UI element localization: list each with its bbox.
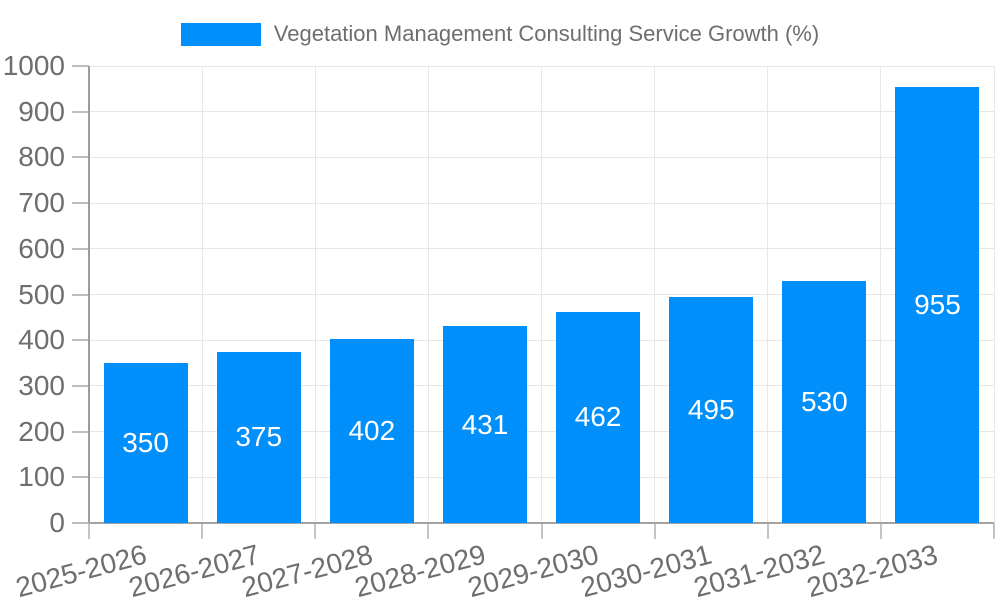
x-axis-line	[89, 522, 994, 524]
y-tick-label: 200	[18, 415, 65, 447]
bar-value-label: 462	[574, 401, 622, 433]
y-tick-label: 700	[18, 187, 65, 219]
x-tick-mark	[540, 523, 543, 539]
bar-value-label: 530	[800, 385, 848, 417]
y-tick-mark	[72, 247, 89, 250]
y-tick-mark	[72, 476, 89, 479]
x-gridline	[767, 66, 769, 523]
y-tick-mark	[72, 522, 89, 524]
y-tick-label: 900	[18, 95, 65, 127]
y-tick-mark	[72, 384, 89, 387]
y-tick-mark	[72, 202, 89, 205]
bar[interactable]	[556, 311, 641, 523]
y-tick-mark	[72, 430, 89, 433]
legend[interactable]: Vegetation Management Consulting Service…	[0, 21, 1000, 47]
y-tick-mark	[72, 110, 89, 113]
bar-value-label: 402	[348, 415, 396, 447]
x-tick-mark	[88, 523, 90, 539]
y-tick-label: 300	[18, 369, 65, 401]
y-axis-line	[88, 66, 90, 523]
x-tick-mark	[879, 523, 882, 539]
bar-value-label: 375	[235, 421, 283, 453]
legend-swatch-icon	[180, 22, 261, 46]
bar-value-label: 350	[122, 427, 169, 459]
x-tick-mark	[993, 523, 995, 539]
y-tick-label: 100	[18, 461, 65, 493]
x-tick-mark	[201, 523, 204, 539]
y-tick-mark	[72, 339, 89, 342]
bar[interactable]	[103, 363, 188, 523]
bar[interactable]	[329, 339, 414, 523]
y-tick-label: 600	[18, 232, 65, 264]
x-gridline	[314, 66, 316, 523]
x-gridline	[654, 66, 656, 523]
bar-value-label: 955	[914, 288, 961, 320]
legend-label: Vegetation Management Consulting Service…	[273, 21, 820, 46]
plot-area: 0 100 200 300 400 500 600 700 800 900 1000 350 2025-…	[3, 50, 995, 600]
x-tick-mark	[653, 523, 656, 539]
y-tick-mark	[72, 293, 89, 296]
bar[interactable]	[216, 351, 301, 523]
x-tick-mark	[766, 523, 769, 539]
y-tick-label: 0	[49, 507, 65, 538]
y-tick-mark	[72, 65, 89, 67]
bar[interactable]	[782, 280, 867, 523]
x-gridline	[880, 66, 882, 523]
x-gridline	[427, 66, 429, 523]
x-tick-mark	[427, 523, 430, 539]
x-gridline	[993, 66, 995, 523]
bar-value-label: 495	[687, 393, 735, 425]
y-tick-label: 400	[18, 324, 65, 356]
bar[interactable]	[669, 296, 754, 523]
x-gridline	[541, 66, 542, 523]
y-tick-label: 500	[18, 278, 65, 310]
y-tick-label: 1000	[2, 50, 65, 81]
bar[interactable]	[442, 326, 527, 523]
y-tick-label: 800	[18, 141, 65, 173]
x-gridline	[201, 66, 203, 523]
bar[interactable]	[895, 86, 980, 523]
bar-value-label: 431	[461, 408, 509, 440]
x-tick-mark	[314, 523, 317, 539]
y-tick-mark	[72, 156, 89, 159]
